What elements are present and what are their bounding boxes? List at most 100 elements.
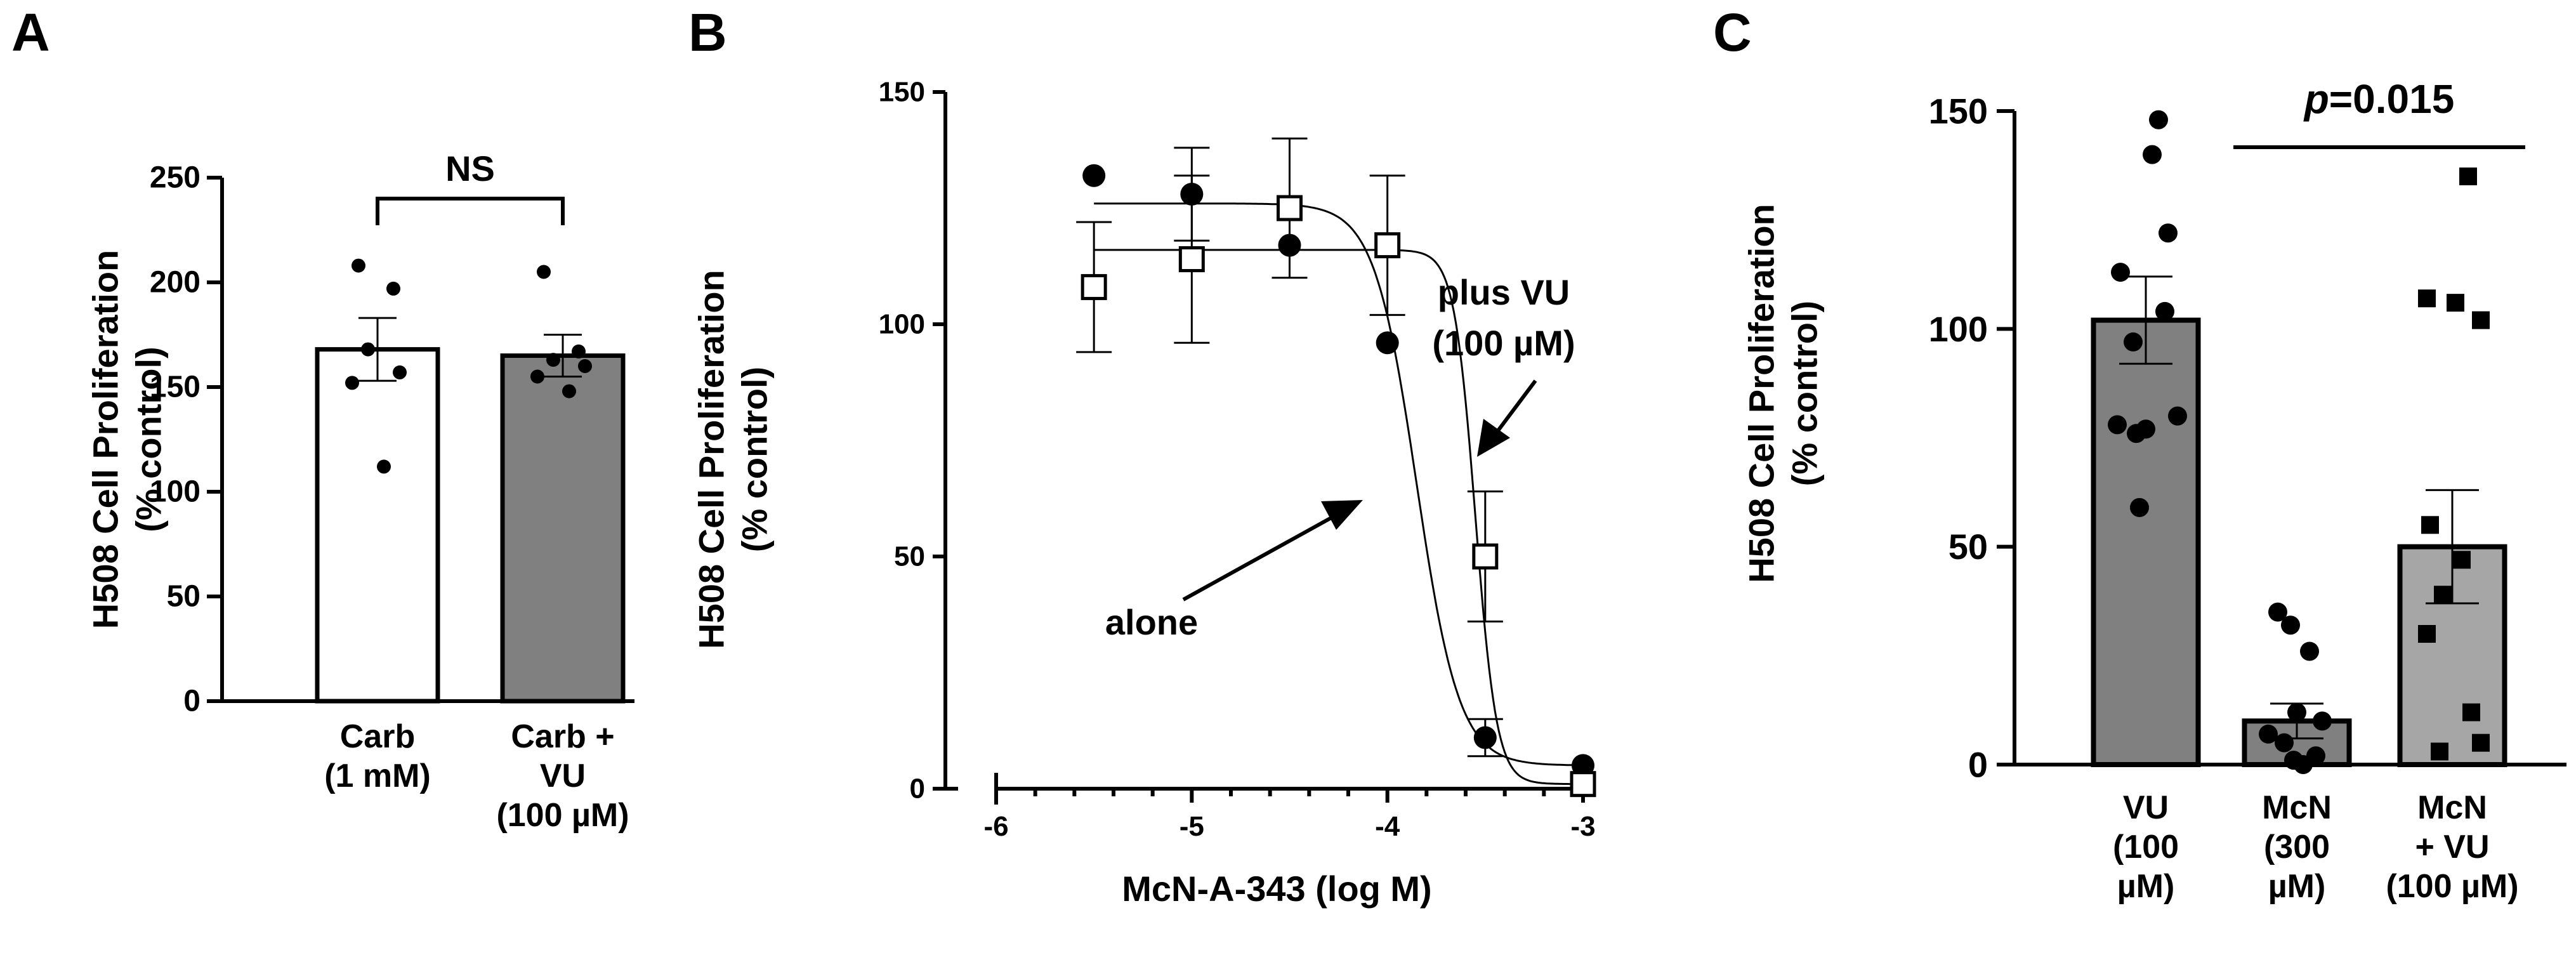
y-axis-label-line: (% control) [129,346,169,532]
data-point-plus-vu [1178,246,1205,273]
y-axis-label-line: H508 Cell Proliferation [86,250,126,629]
panel-letter: A [11,3,50,62]
p-value-label: p=0.015 [2303,76,2455,122]
data-point [352,258,365,273]
data-point [2453,551,2471,569]
data-point [2168,406,2187,426]
category-label-line: µM) [2268,868,2326,905]
data-point [386,281,400,296]
category-label-line: McN [2262,789,2332,826]
y-tick-label: 250 [150,161,200,195]
data-point [2418,289,2436,308]
x-tick-label: -6 [983,811,1008,842]
data-point-plus-vu [1374,232,1401,259]
data-point [2472,733,2490,752]
arrow-plus-vu [1495,379,1537,433]
data-point [2434,586,2452,604]
series-label-alone: alone [1105,602,1198,642]
y-tick-label: 100 [1929,309,1988,349]
fit-curve [1094,249,1589,786]
data-point [2127,424,2146,444]
significance-label: NS [445,148,495,188]
y-tick-label: 150 [150,371,200,404]
data-point [530,369,544,384]
data-point-alone [1180,183,1204,206]
panel-letter: B [688,3,727,62]
y-tick-label: 50 [894,541,925,572]
arrowhead-alone [1321,500,1363,530]
category-label-line: (100 µM) [496,797,629,834]
data-point-plus-vu [1081,273,1107,300]
data-point-alone [1278,234,1301,257]
data-point [2447,294,2464,312]
y-axis-label-line: H508 Cell Proliferation [1742,204,1782,583]
y-axis-label-line: (% control) [735,367,775,552]
category-label-line: (100 [2113,829,2179,865]
category-label-line: VU [540,758,586,794]
x-tick-label: -4 [1375,811,1400,842]
y-tick-label: 150 [879,77,925,108]
category-label-line: (100 µM) [2386,868,2518,905]
data-point [546,353,560,367]
y-tick-label: 100 [150,475,200,509]
data-point-alone [1082,164,1106,187]
y-tick-label: 200 [150,266,200,299]
y-tick-label: 150 [1929,91,1988,131]
y-tick-label: 0 [910,773,925,805]
data-point [393,365,407,379]
data-point [2431,742,2448,761]
y-axis-label-line: H508 Cell Proliferation [692,270,732,649]
data-point [345,376,359,390]
data-point [2421,516,2439,534]
category-label-line: (300 [2264,829,2330,865]
category-label-line: µM) [2117,868,2175,905]
y-tick-label: 0 [1968,745,1988,785]
category-label-line: McN [2417,789,2487,826]
series-label-plus-vu: (100 µM) [1432,323,1575,363]
data-point [2149,110,2168,129]
data-point [2313,711,2332,731]
data-point [2130,497,2149,517]
data-point [2281,615,2300,635]
data-point [2418,625,2436,643]
category-label-line: Carb + [511,718,614,755]
data-point [537,265,551,279]
data-point [2268,602,2287,622]
data-point [562,384,576,398]
panel-b: B H508 Cell Proliferation (% control) 0 50 10… [688,3,1596,909]
data-point [2300,641,2319,661]
bar [2091,317,2201,768]
data-point [2143,145,2162,164]
data-point [361,342,375,357]
panel-a: A H508 Cell Proliferation (% control) 0 50 10… [11,3,634,834]
panel-c: C H508 Cell Proliferation (% control) 0 50 10… [1713,3,2566,905]
data-point [2472,311,2490,329]
significance-bracket [376,197,565,225]
data-point-alone [1473,726,1497,749]
arrow-alone [1182,515,1334,602]
data-point [2459,168,2477,185]
category-label-line: (1 mM) [324,758,431,794]
x-tick-label: -3 [1570,811,1595,842]
p-value-number: =0.015 [2329,76,2455,122]
data-point [2275,733,2294,753]
y-axis-label-line: (% control) [1785,301,1825,486]
panel-letter: C [1713,3,1752,62]
category-label-line: + VU [2415,829,2489,865]
data-point [2159,223,2178,243]
x-tick-label: -5 [1180,811,1204,842]
data-point [2294,755,2313,774]
x-axis-label: McN-A-343 (log M) [1122,869,1431,909]
series-label-plus-vu: plus VU [1438,272,1570,312]
data-point-plus-vu [1570,771,1596,798]
data-point [2462,703,2480,721]
category-label-line: VU [2123,789,2169,826]
data-point [2124,332,2143,352]
data-point-plus-vu [1472,543,1499,570]
data-point [377,459,391,474]
bar [500,353,626,704]
category-label-line: Carb [340,718,415,755]
arrowhead-plus-vu [1477,419,1510,457]
data-point-alone [1376,331,1399,355]
